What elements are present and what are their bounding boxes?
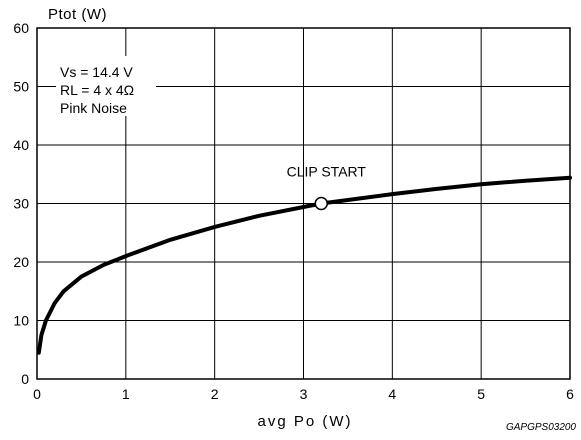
conditions-box-background [56,56,156,116]
y-tick-label: 20 [13,254,29,270]
x-axis-label: avg Po (W) [257,413,352,430]
y-tick-labels: 0 10 20 30 40 50 60 [13,20,29,387]
x-tick-label: 6 [566,386,574,402]
x-tick-label: 1 [122,386,130,402]
condition-load: RL = 4 x 4Ω [60,82,134,98]
y-tick-label: 30 [13,196,29,212]
y-tick-label: 10 [13,313,29,329]
clip-start-label: CLIP START [287,164,367,180]
figure-id: GAPGPS03200 [506,422,576,433]
plot-frame [36,27,571,380]
y-axis-label: Ptot (W) [48,6,107,23]
clip-start-marker [314,196,329,211]
condition-supply-voltage: Vs = 14.4 V [60,64,133,80]
y-tick-label: 50 [13,79,29,95]
grid-lines [37,28,570,379]
ptot-curve [36,175,572,355]
x-tick-label: 3 [300,386,308,402]
x-tick-label: 5 [477,386,485,402]
x-tick-labels: 0 1 2 3 4 5 6 [33,386,574,402]
x-tick-label: 4 [388,386,396,402]
y-tick-label: 60 [13,20,29,36]
x-tick-label: 0 [33,386,41,402]
y-tick-label: 0 [21,371,29,387]
y-tick-label: 40 [13,137,29,153]
condition-signal: Pink Noise [60,100,127,116]
x-tick-label: 2 [211,386,219,402]
